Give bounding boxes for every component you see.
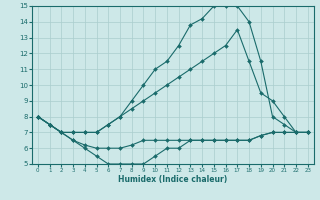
X-axis label: Humidex (Indice chaleur): Humidex (Indice chaleur) xyxy=(118,175,228,184)
